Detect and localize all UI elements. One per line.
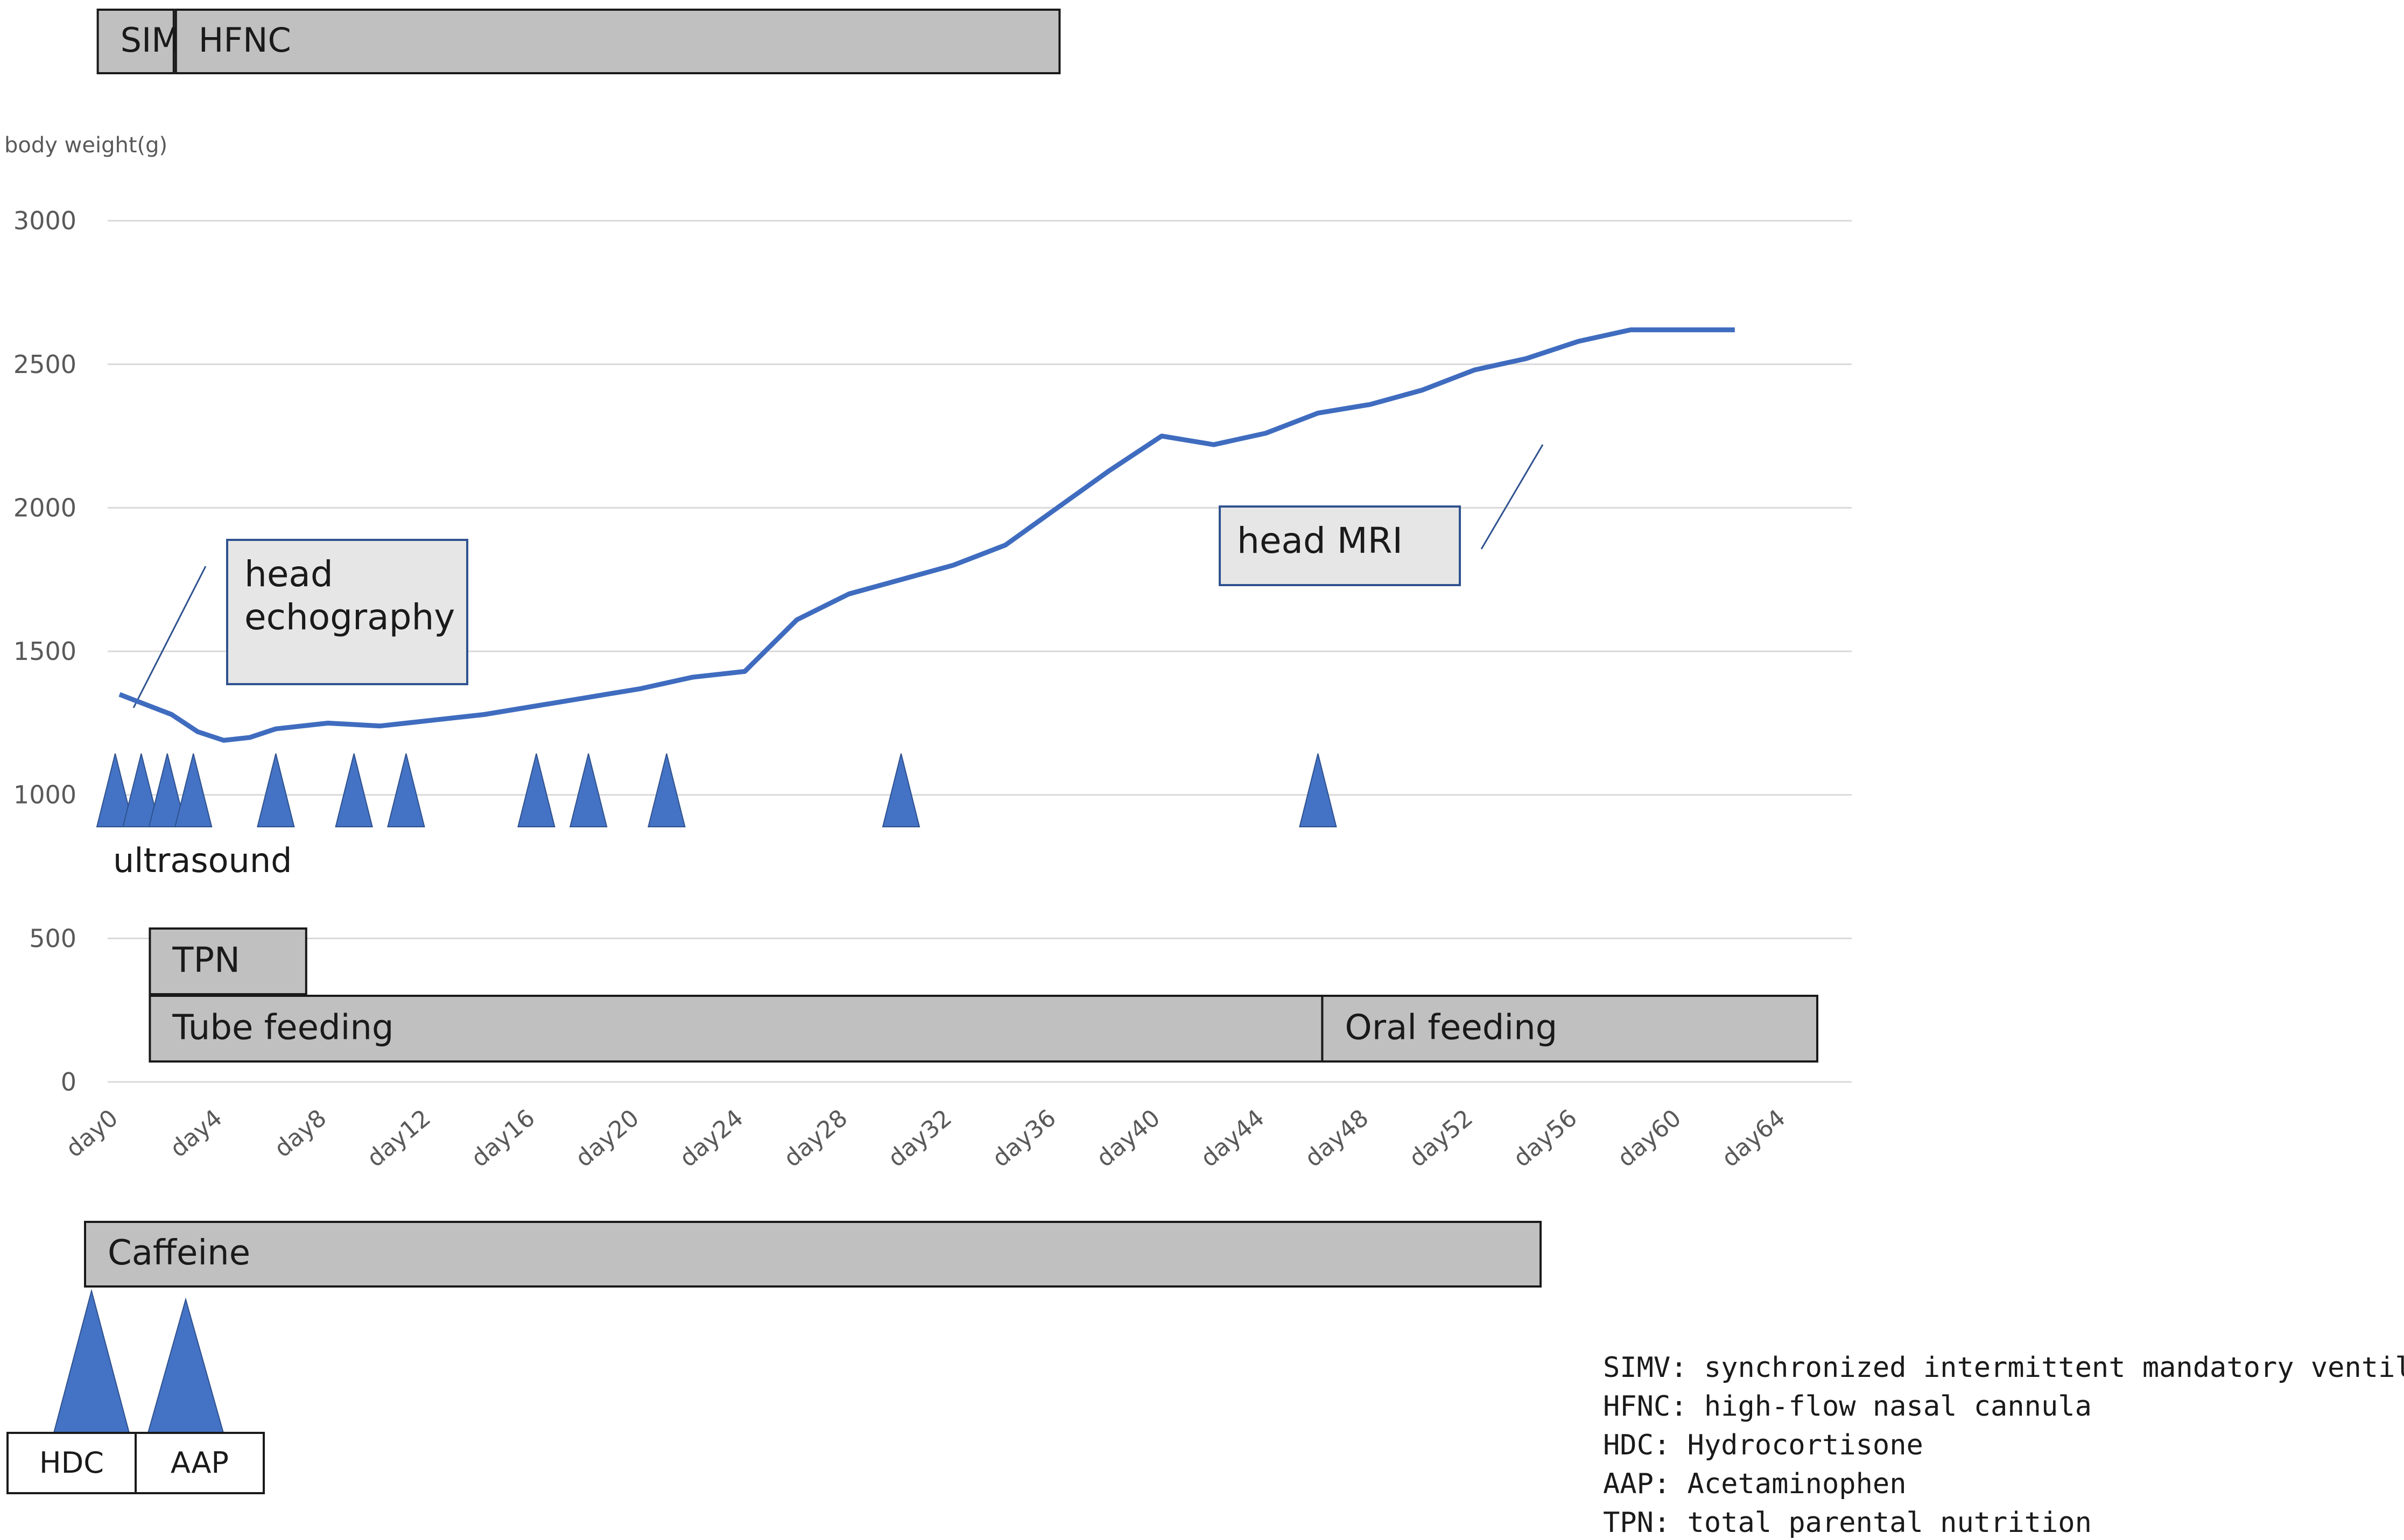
legend-entry: TPN: total parental nutrition (1603, 1507, 2092, 1539)
ultrasound-label: ultrasound (113, 841, 292, 880)
drug-aap: AAP (135, 1297, 265, 1494)
bar-tpn: TPN (149, 927, 307, 995)
x-tick-label: day0 (61, 1104, 123, 1163)
y-tick-label: 0 (61, 1067, 76, 1096)
bar-caffeine: Caffeine (84, 1221, 1542, 1288)
callout-head-echography: head echography (132, 539, 468, 708)
x-tick-label: day56 (1508, 1104, 1583, 1172)
body-weight-series (118, 327, 1735, 743)
bar-tpn-label: TPN (172, 941, 240, 981)
ultrasound-marker (648, 753, 686, 827)
callout-leader-line (1480, 444, 1544, 550)
legend-entry: HDC: Hydrocortisone (1603, 1429, 1923, 1461)
callout-label: head echography (244, 553, 455, 638)
y-tick-label: 2000 (13, 493, 76, 522)
bar-oral-feeding-box (1321, 995, 1818, 1063)
nutrition-bars: TPN Tube feeding Oral feeding (149, 927, 1818, 1063)
ultrasound-markers (96, 753, 1337, 827)
x-tick-label: day40 (1091, 1104, 1165, 1172)
ultrasound-marker (517, 753, 556, 827)
legend-entry: AAP: Acetaminophen (1603, 1468, 1907, 1500)
bar-tube-feeding-label: Tube feeding (172, 1008, 393, 1048)
x-tick-label: day4 (165, 1104, 227, 1163)
callout-leader-line (132, 566, 207, 708)
legend-entry: SIMV: synchronized intermittent mandator… (1603, 1352, 2404, 1384)
x-tick-label: day44 (1196, 1104, 1270, 1172)
bar-hfnc-box (174, 9, 1061, 74)
ultrasound-marker (148, 753, 187, 827)
gridlines (108, 220, 1852, 1083)
abbreviation-legend: SIMV: synchronized intermittent mandator… (1603, 1352, 2404, 1539)
bar-hfnc-label: HFNC (199, 20, 291, 60)
callout-box (1219, 505, 1461, 586)
x-tick-label: day36 (987, 1104, 1062, 1172)
drug-hdc: HDC (6, 1289, 137, 1494)
ultrasound-marker (335, 753, 373, 827)
bar-tube-feeding: Tube feeding (149, 995, 1324, 1063)
imaging-callouts: head echography head MRI (132, 444, 1544, 708)
y-axis-ticks: 0 500 1000 1500 2000 2500 3000 (13, 206, 76, 1096)
drug-label-box (6, 1432, 137, 1494)
ultrasound-marker (882, 753, 920, 827)
ultrasound-marker (569, 753, 608, 827)
x-tick-label: day28 (779, 1104, 853, 1172)
ultrasound-marker (387, 753, 425, 827)
ultrasound-marker (174, 753, 213, 827)
bar-simv-box (96, 9, 175, 74)
ultrasound-marker (257, 753, 295, 827)
drug-markers: HDC AAP (6, 1289, 265, 1494)
callout-label: head MRI (1237, 520, 1403, 561)
callout-head-mri: head MRI (1219, 444, 1544, 586)
x-tick-label: day60 (1612, 1104, 1686, 1172)
x-tick-label: day24 (674, 1104, 749, 1172)
bar-oral-feeding: Oral feeding (1321, 995, 1818, 1063)
legend-entry: HFNC: high-flow nasal cannula (1603, 1390, 2092, 1423)
x-axis-ticks: day0 day4 day8 day12 day16 day20 day24 day28 day… (61, 1104, 1791, 1172)
drug-marker (147, 1297, 224, 1433)
y-tick-label: 500 (29, 924, 76, 953)
ultrasound-marker (122, 753, 160, 827)
drug-label: HDC (39, 1446, 104, 1480)
drug-marker (53, 1289, 130, 1433)
x-tick-label: day20 (570, 1104, 644, 1172)
y-tick-label: 1500 (13, 637, 76, 666)
drug-label-box (135, 1432, 265, 1494)
x-tick-label: day12 (362, 1104, 436, 1172)
caffeine-bar: Caffeine (84, 1221, 1542, 1288)
bar-caffeine-box (84, 1221, 1542, 1288)
ultrasound-marker (1299, 753, 1337, 827)
bar-oral-feeding-label: Oral feeding (1345, 1008, 1557, 1048)
x-tick-label: day8 (269, 1104, 332, 1163)
bar-tpn-box (149, 927, 307, 995)
weight-line (118, 327, 1735, 743)
x-tick-label: day16 (466, 1104, 540, 1172)
y-tick-label: 3000 (13, 206, 76, 235)
x-tick-label: day48 (1300, 1104, 1374, 1172)
y-tick-label: 1000 (13, 780, 76, 810)
ultrasound-marker (96, 753, 135, 827)
callout-box (226, 539, 468, 685)
x-tick-label: day32 (883, 1104, 957, 1172)
bar-caffeine-label: Caffeine (108, 1233, 250, 1273)
bar-hfnc: HFNC (174, 9, 1061, 74)
y-tick-label: 2500 (13, 350, 76, 379)
x-tick-label: day52 (1404, 1104, 1478, 1172)
x-tick-label: day64 (1717, 1104, 1791, 1172)
y-axis-label: body weight(g) (4, 133, 167, 158)
drug-label: AAP (171, 1446, 229, 1480)
bar-tube-feeding-box (149, 995, 1324, 1063)
